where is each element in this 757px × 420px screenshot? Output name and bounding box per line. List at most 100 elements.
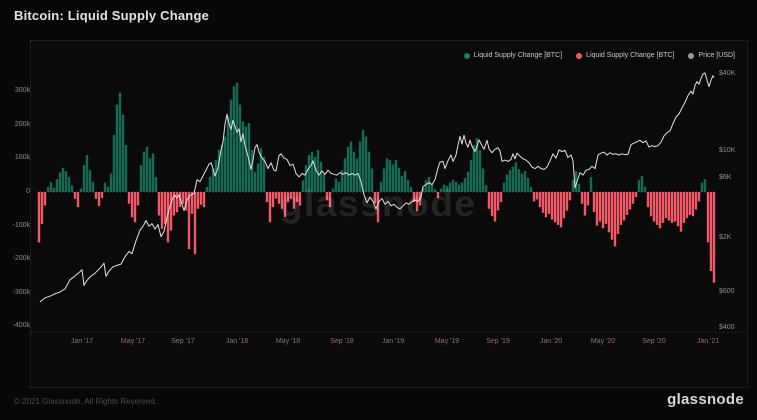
negative-bar[interactable] (37, 192, 41, 243)
positive-bar[interactable] (700, 182, 704, 192)
positive-bar[interactable] (112, 134, 116, 192)
positive-bar[interactable] (55, 179, 59, 192)
positive-bar[interactable] (427, 176, 431, 192)
negative-bar[interactable] (274, 192, 278, 199)
negative-bar[interactable] (166, 192, 170, 243)
price-line[interactable] (39, 72, 715, 303)
negative-bar[interactable] (583, 192, 587, 216)
positive-bar[interactable] (52, 187, 56, 192)
legend-item-liquid-supply-decrease[interactable]: Liquid Supply Change [BTC] (576, 52, 674, 59)
negative-bar[interactable] (604, 192, 608, 224)
negative-bar[interactable] (691, 192, 695, 217)
negative-bar[interactable] (562, 192, 566, 219)
negative-bar[interactable] (163, 192, 167, 224)
negative-bar[interactable] (94, 192, 98, 199)
negative-bar[interactable] (283, 192, 287, 218)
positive-bar[interactable] (262, 156, 266, 192)
positive-bar[interactable] (643, 186, 647, 192)
negative-bar[interactable] (559, 192, 563, 228)
positive-bar[interactable] (403, 171, 407, 192)
positive-bar[interactable] (364, 136, 368, 192)
negative-bar[interactable] (670, 192, 674, 223)
negative-bar[interactable] (607, 192, 611, 233)
negative-bar[interactable] (289, 192, 293, 199)
positive-bar[interactable] (355, 158, 359, 192)
negative-bar[interactable] (553, 192, 557, 223)
positive-bar[interactable] (424, 180, 428, 192)
positive-bar[interactable] (253, 171, 257, 192)
positive-bar[interactable] (115, 104, 119, 192)
positive-bar[interactable] (301, 180, 305, 192)
positive-bar[interactable] (703, 179, 707, 192)
negative-bar[interactable] (169, 192, 173, 231)
positive-bar[interactable] (316, 150, 320, 192)
negative-bar[interactable] (646, 192, 650, 208)
positive-bar[interactable] (571, 180, 575, 192)
positive-bar[interactable] (223, 136, 227, 192)
positive-bar[interactable] (529, 186, 533, 192)
negative-bar[interactable] (616, 192, 620, 234)
positive-bar[interactable] (118, 92, 122, 192)
positive-bar[interactable] (577, 183, 581, 192)
positive-bar[interactable] (49, 181, 53, 192)
positive-bar[interactable] (61, 167, 65, 192)
negative-bar[interactable] (586, 192, 590, 206)
positive-bar[interactable] (469, 160, 473, 192)
positive-bar[interactable] (154, 176, 158, 192)
positive-bar[interactable] (433, 189, 437, 192)
positive-bar[interactable] (103, 182, 107, 192)
positive-bar[interactable] (514, 162, 518, 192)
positive-bar[interactable] (508, 170, 512, 192)
positive-bar[interactable] (211, 168, 215, 192)
positive-bar[interactable] (142, 151, 146, 192)
legend-item-liquid-supply-increase[interactable]: Liquid Supply Change [BTC] (463, 52, 562, 59)
negative-bar[interactable] (625, 192, 629, 215)
negative-bar[interactable] (412, 192, 416, 203)
negative-bar[interactable] (295, 192, 299, 203)
positive-bar[interactable] (229, 99, 233, 192)
negative-bar[interactable] (172, 192, 176, 216)
negative-bar[interactable] (694, 192, 698, 210)
negative-bar[interactable] (652, 192, 656, 222)
positive-bar[interactable] (451, 179, 455, 192)
positive-bar[interactable] (259, 148, 263, 192)
negative-bar[interactable] (535, 192, 539, 200)
negative-bar[interactable] (436, 192, 440, 199)
positive-bar[interactable] (244, 126, 248, 192)
negative-bar[interactable] (100, 192, 104, 199)
negative-bar[interactable] (193, 192, 197, 255)
positive-bar[interactable] (313, 156, 317, 192)
positive-bar[interactable] (442, 184, 446, 192)
negative-bar[interactable] (487, 192, 491, 209)
negative-bar[interactable] (688, 192, 692, 215)
positive-bar[interactable] (145, 146, 149, 192)
positive-bar[interactable] (331, 188, 335, 192)
positive-bar[interactable] (151, 153, 155, 192)
positive-bar[interactable] (322, 173, 326, 192)
positive-bar[interactable] (247, 123, 251, 192)
positive-bar[interactable] (388, 160, 392, 192)
positive-bar[interactable] (484, 185, 488, 192)
positive-bar[interactable] (91, 181, 95, 192)
negative-bar[interactable] (202, 192, 206, 208)
negative-bar[interactable] (298, 192, 302, 206)
negative-bar[interactable] (76, 192, 80, 208)
negative-bar[interactable] (613, 192, 617, 247)
positive-bar[interactable] (409, 186, 413, 192)
positive-bar[interactable] (82, 165, 86, 192)
negative-bar[interactable] (595, 192, 599, 226)
negative-bar[interactable] (676, 192, 680, 227)
negative-bar[interactable] (490, 192, 494, 217)
positive-bar[interactable] (448, 182, 452, 192)
positive-bar[interactable] (148, 158, 152, 192)
positive-bar[interactable] (457, 184, 461, 192)
negative-bar[interactable] (541, 192, 545, 213)
positive-bar[interactable] (511, 166, 515, 192)
negative-bar[interactable] (628, 192, 632, 210)
positive-bar[interactable] (217, 150, 221, 192)
positive-bar[interactable] (235, 82, 239, 192)
positive-bar[interactable] (334, 178, 338, 192)
positive-bar[interactable] (241, 121, 245, 192)
positive-bar[interactable] (430, 184, 434, 192)
